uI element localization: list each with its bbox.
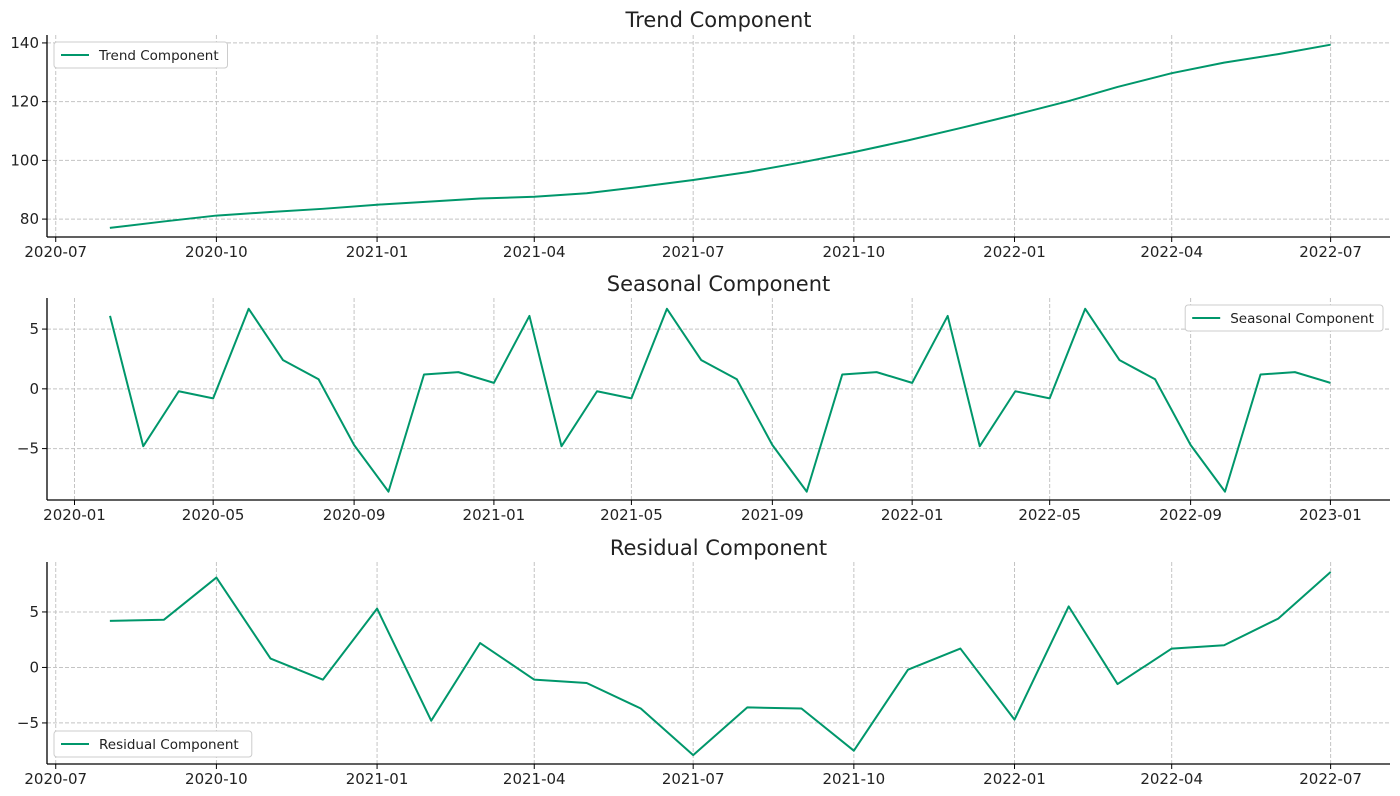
x-tick-label: 2021-09: [741, 506, 804, 524]
x-tick-label: 2020-10: [185, 243, 248, 261]
x-tick-label: 2022-04: [1140, 770, 1203, 788]
x-tick-label: 2022-07: [1299, 243, 1362, 261]
x-tick-label: 2021-04: [503, 243, 566, 261]
y-tick-label: 0: [29, 658, 39, 676]
x-tick-label: 2022-05: [1018, 506, 1081, 524]
y-tick-label: 5: [29, 603, 39, 621]
x-tick-label: 2022-09: [1159, 506, 1222, 524]
x-tick-label: 2023-01: [1299, 506, 1362, 524]
x-tick-label: 2021-01: [346, 243, 409, 261]
series-line: [109, 43, 1331, 229]
y-tick-label: 0: [29, 380, 39, 398]
y-tick-label: 140: [10, 34, 39, 52]
legend-label: Residual Component: [99, 737, 239, 753]
x-tick-label: 2021-07: [662, 243, 725, 261]
x-tick-label: 2020-05: [182, 506, 245, 524]
series-line: [109, 571, 1332, 757]
x-tick-label: 2020-10: [185, 770, 248, 788]
panel-trend-component: Trend Component 2020-07 2020-10 2021-01 2021…: [10, 8, 1390, 261]
x-tick-label: 2022-07: [1299, 770, 1362, 788]
panel-residual-component: Residual Component 2020-07 2020-10 2021-01 2…: [17, 536, 1390, 788]
chart-title: Seasonal Component: [607, 272, 831, 296]
x-tick-label: 2021-07: [662, 770, 725, 788]
legend-box: [1184, 304, 1384, 332]
x-tick-label: 2021-05: [600, 506, 663, 524]
legend: Trend Component: [53, 41, 228, 69]
x-tick-label: 2022-01: [881, 506, 944, 524]
chart-title: Trend Component: [624, 8, 811, 32]
y-tick-label: −5: [17, 714, 39, 732]
x-tick-label: 2021-01: [346, 770, 409, 788]
series-line: [109, 307, 1331, 493]
legend-box: [53, 41, 228, 69]
x-tick-label: 2020-07: [24, 243, 87, 261]
y-tick-label: −5: [17, 440, 39, 458]
legend: Seasonal Component: [1184, 304, 1384, 332]
x-tick-label: 2020-07: [24, 770, 87, 788]
legend: Residual Component: [53, 730, 253, 758]
y-tick-label: 5: [29, 320, 39, 338]
x-tick-label: 2022-01: [983, 243, 1046, 261]
x-tick-label: 2020-01: [43, 506, 106, 524]
legend-label: Seasonal Component: [1230, 311, 1374, 327]
y-tick-label: 120: [10, 93, 39, 111]
x-tick-label: 2021-10: [823, 770, 886, 788]
panel-seasonal-component: Seasonal Component 2020-01 2020-05 2020-09 2…: [17, 272, 1390, 524]
legend-box: [53, 730, 253, 758]
chart-title: Residual Component: [610, 536, 827, 560]
legend-label: Trend Component: [98, 48, 219, 64]
y-tick-label: 100: [10, 151, 39, 169]
x-tick-label: 2020-09: [323, 506, 386, 524]
x-tick-label: 2021-10: [823, 243, 886, 261]
x-tick-label: 2021-04: [503, 770, 566, 788]
x-tick-label: 2021-01: [463, 506, 526, 524]
y-tick-label: 80: [20, 210, 39, 228]
x-tick-label: 2022-04: [1140, 243, 1203, 261]
x-tick-label: 2022-01: [983, 770, 1046, 788]
